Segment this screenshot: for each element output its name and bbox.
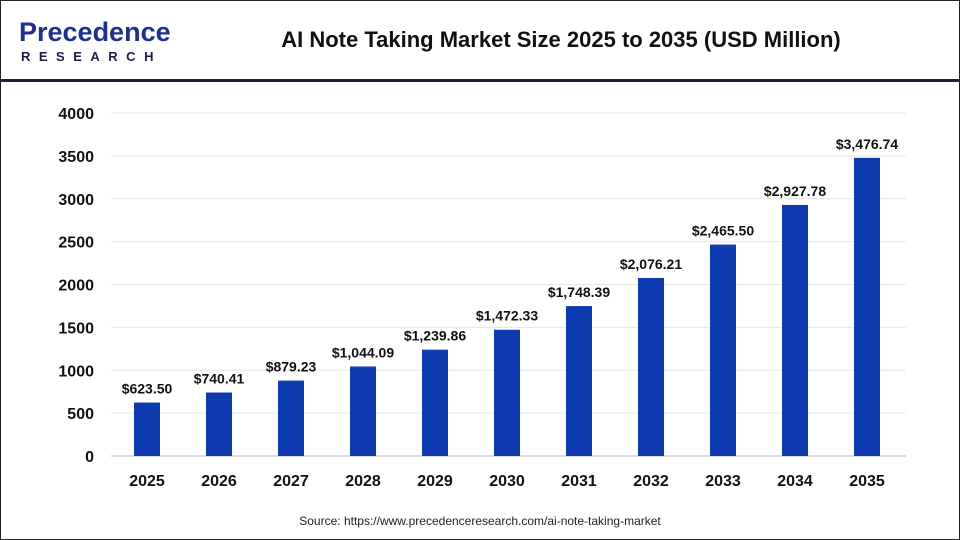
data-label: $1,748.39 <box>548 284 610 300</box>
y-tick-label: 4000 <box>58 106 94 123</box>
x-tick-label: 2034 <box>777 473 813 490</box>
y-tick-label: 2000 <box>58 278 94 295</box>
bar <box>782 204 808 456</box>
data-label: $1,044.09 <box>332 344 394 360</box>
data-label: $3,476.74 <box>836 136 898 152</box>
bar <box>206 392 232 456</box>
bar <box>854 157 880 456</box>
bar <box>350 366 376 456</box>
y-tick-label: 1500 <box>58 320 94 337</box>
logo-text: Precedence <box>19 17 171 47</box>
data-label: $879.23 <box>266 359 317 375</box>
data-label: $2,927.78 <box>764 183 826 199</box>
x-tick-label: 2033 <box>705 473 741 490</box>
data-label: $740.41 <box>194 371 245 387</box>
bar <box>710 244 736 456</box>
y-tick-label: 0 <box>85 449 94 466</box>
bar <box>422 349 448 456</box>
y-tick-label: 500 <box>67 406 94 423</box>
x-tick-label: 2035 <box>849 473 885 490</box>
x-tick-label: 2026 <box>201 473 237 490</box>
data-label: $623.50 <box>122 381 173 397</box>
data-label: $2,076.21 <box>620 256 682 272</box>
bar <box>134 402 160 456</box>
x-tick-label: 2028 <box>345 473 381 490</box>
y-tick-label: 3500 <box>58 149 94 166</box>
bar <box>638 277 664 456</box>
y-tick-label: 3000 <box>58 192 94 209</box>
x-tick-label: 2029 <box>417 473 453 490</box>
bar <box>278 380 304 456</box>
bar <box>494 329 520 456</box>
x-tick-label: 2025 <box>129 473 165 490</box>
source-note: Source: https://www.precedenceresearch.c… <box>299 514 661 528</box>
bar <box>566 306 592 456</box>
x-tick-label: 2027 <box>273 473 309 490</box>
bar-chart: 0 500 1000 1500 2000 2500 3000 3500 4000 $623.50 2… <box>58 106 906 490</box>
chart-title: AI Note Taking Market Size 2025 to 2035 … <box>281 27 841 52</box>
y-tick-label: 1000 <box>58 363 94 380</box>
data-label: $2,465.50 <box>692 223 754 239</box>
data-label: $1,472.33 <box>476 308 538 324</box>
y-tick-label: 2500 <box>58 235 94 252</box>
x-tick-label: 2030 <box>489 473 525 490</box>
header: Precedence RESEARCH AI Note Taking Marke… <box>1 1 959 82</box>
x-tick-label: 2032 <box>633 473 669 490</box>
x-tick-label: 2031 <box>561 473 597 490</box>
logo-subtext: RESEARCH <box>21 49 162 64</box>
data-label: $1,239.86 <box>404 328 466 344</box>
